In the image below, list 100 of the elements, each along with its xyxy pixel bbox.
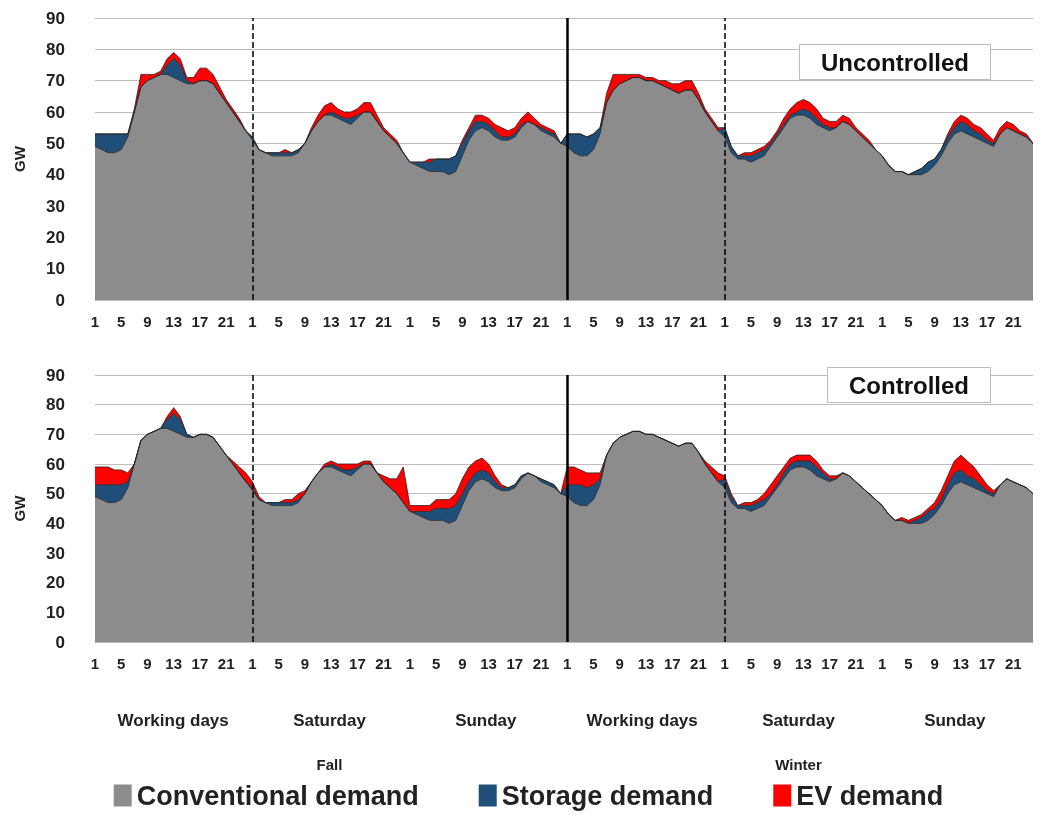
x-tick-label: 9 [773, 313, 782, 330]
text: Saturday [293, 710, 367, 730]
x-tick-label: 21 [217, 313, 235, 330]
x-tick-label: 5 [431, 655, 441, 672]
x-tick-label: 5 [589, 313, 598, 330]
x-tick-label: 1 [405, 655, 415, 672]
y-tick-label: 30 [46, 196, 65, 216]
x-tick-label: 5 [117, 313, 126, 330]
x-tick-label: 21 [1004, 313, 1022, 330]
x-tick-label: 13 [795, 655, 812, 672]
legend-label: EV demand [796, 780, 944, 811]
y-tick-label: 10 [46, 602, 65, 622]
text: Working days [117, 710, 229, 730]
x-tick-label: 21 [690, 655, 707, 672]
x-tick-label: 5 [589, 655, 598, 672]
x-tick-label: 5 [274, 313, 283, 330]
x-tick-label: 5 [746, 655, 756, 672]
x-tick-label: 5 [431, 313, 441, 330]
x-tick-label: 9 [615, 655, 624, 672]
x-tick-label: 13 [637, 313, 655, 330]
x-tick-label: 21 [532, 313, 550, 330]
x-tick-label: 17 [978, 655, 996, 672]
x-tick-label: 17 [506, 313, 524, 330]
y-tick-label: 50 [46, 133, 65, 153]
y-tick-label: 60 [46, 102, 65, 122]
x-tick-label: 17 [191, 313, 209, 330]
x-tick-label: 5 [117, 655, 126, 672]
x-tick-label: 1 [563, 655, 572, 672]
text: Winter [775, 755, 822, 773]
x-tick-label: 17 [821, 655, 838, 672]
y-tick-label: 30 [46, 543, 65, 563]
x-tick-label: 17 [821, 313, 838, 330]
x-tick-label: 1 [720, 313, 729, 330]
y-tick-label: 20 [46, 227, 65, 247]
y-tick-label: 40 [46, 513, 65, 533]
x-tick-label: 17 [349, 655, 366, 672]
x-tick-label: 5 [904, 655, 913, 672]
x-tick-label: 13 [637, 655, 655, 672]
x-tick-label: 1 [90, 313, 100, 330]
y-tick-label: 0 [55, 632, 65, 652]
x-tick-label: 1 [877, 313, 887, 330]
y-tick-label: 0 [55, 290, 65, 310]
y-axis-title: GW [11, 145, 28, 172]
x-tick-label: 9 [300, 313, 310, 330]
y-tick-label: 80 [46, 395, 65, 415]
x-tick-label: 13 [165, 313, 183, 330]
x-tick-label: 21 [847, 313, 865, 330]
y-tick-label: 40 [46, 165, 65, 185]
x-tick-label: 21 [690, 313, 707, 330]
x-tick-label: 5 [904, 313, 913, 330]
y-tick-label: 60 [46, 454, 65, 474]
x-tick-label: 13 [480, 313, 497, 330]
text: Sunday [455, 710, 518, 730]
x-tick-label: 9 [930, 313, 939, 330]
x-tick-label: 1 [405, 313, 415, 330]
x-tick-label: 9 [930, 655, 939, 672]
y-tick-label: 90 [46, 365, 65, 385]
x-tick-label: 9 [143, 313, 152, 330]
x-tick-label: 21 [532, 655, 550, 672]
text: Sunday [924, 710, 987, 730]
x-tick-label: 1 [248, 313, 257, 330]
x-tick-label: 17 [978, 313, 996, 330]
y-tick-label: 80 [46, 39, 65, 59]
legend-label: Storage demand [501, 780, 714, 811]
x-tick-label: 9 [143, 655, 152, 672]
chart-title: Controlled [849, 371, 970, 399]
x-tick-label: 5 [746, 313, 756, 330]
x-tick-label: 13 [322, 655, 340, 672]
x-tick-label: 21 [375, 313, 392, 330]
x-tick-label: 21 [847, 655, 865, 672]
x-tick-label: 1 [563, 313, 572, 330]
x-tick-label: 17 [663, 655, 681, 672]
text: Saturday [762, 710, 836, 730]
x-tick-label: 13 [165, 655, 183, 672]
y-axis-title: GW [11, 494, 28, 522]
x-tick-label: 13 [952, 655, 970, 672]
x-tick-label: 17 [349, 313, 366, 330]
x-tick-label: 5 [274, 655, 283, 672]
y-tick-label: 70 [46, 71, 65, 91]
x-tick-label: 13 [795, 313, 812, 330]
text: Uncontrolled [821, 48, 969, 76]
x-tick-label: 13 [480, 655, 497, 672]
x-tick-label: 13 [322, 313, 340, 330]
y-tick-label: 50 [46, 484, 65, 504]
x-tick-label: 1 [90, 655, 100, 672]
x-tick-label: 9 [458, 313, 467, 330]
x-tick-label: 9 [773, 655, 782, 672]
x-tick-label: 17 [191, 655, 209, 672]
text: Working days [586, 710, 698, 730]
x-tick-label: 21 [375, 655, 392, 672]
y-tick-label: 10 [46, 259, 65, 279]
x-tick-label: 21 [1004, 655, 1022, 672]
legend-label: Conventional demand [136, 780, 419, 811]
y-tick-label: 90 [46, 8, 65, 28]
x-tick-label: 1 [248, 655, 257, 672]
x-tick-label: 9 [615, 313, 624, 330]
x-tick-label: 9 [458, 655, 467, 672]
x-tick-label: 21 [217, 655, 235, 672]
x-tick-label: 1 [877, 655, 887, 672]
x-tick-label: 13 [952, 313, 970, 330]
